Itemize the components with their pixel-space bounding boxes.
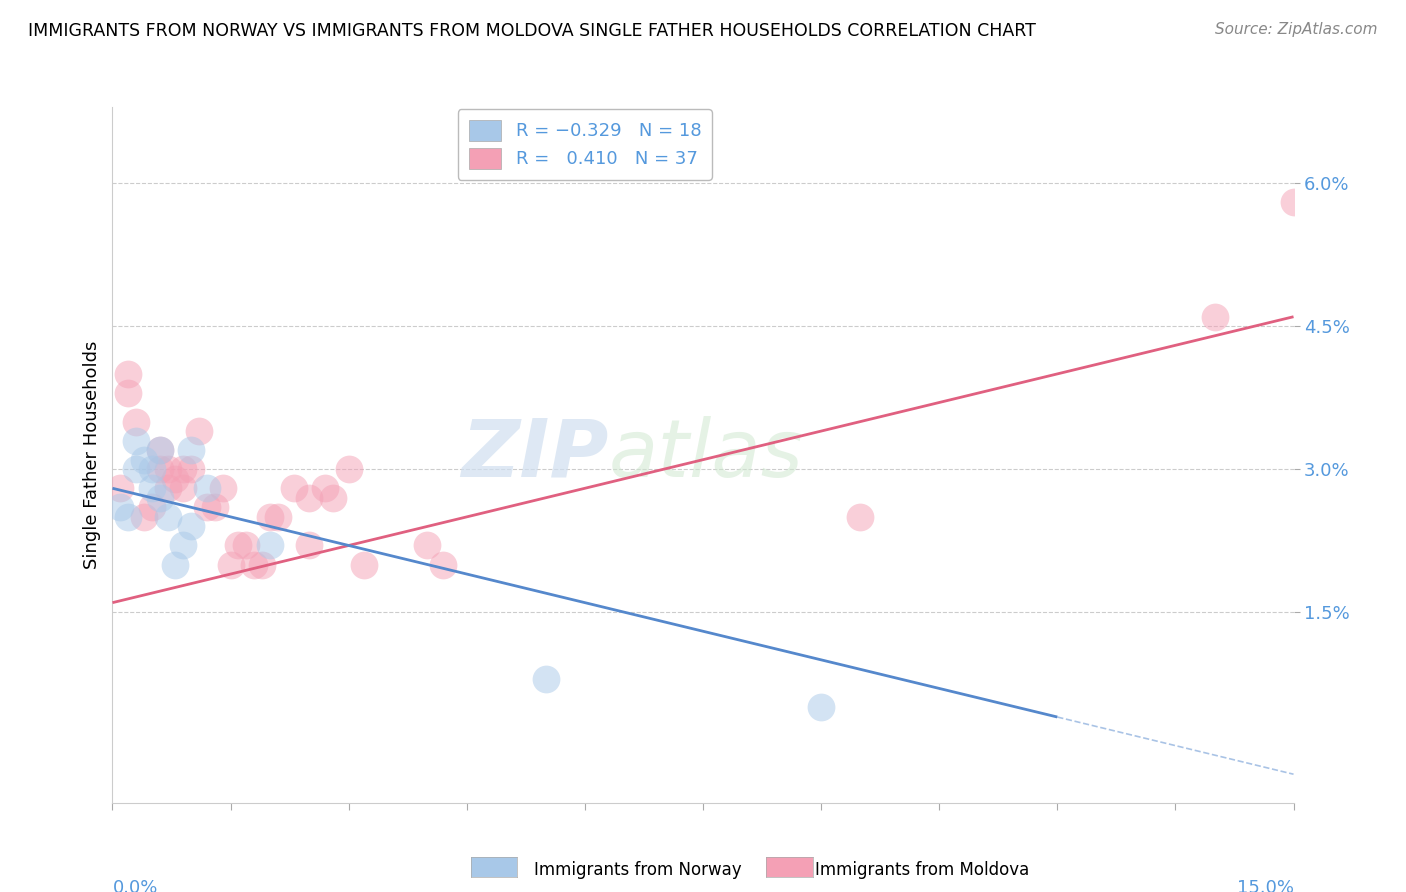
Point	[211, 481, 233, 495]
Text: IMMIGRANTS FROM NORWAY VS IMMIGRANTS FROM MOLDOVA SINGLE FATHER HOUSEHOLDS CORRE: IMMIGRANTS FROM NORWAY VS IMMIGRANTS FRO…	[28, 22, 1036, 40]
Point	[141, 500, 163, 515]
Point	[141, 481, 163, 495]
Y-axis label: Single Father Households: Single Father Households	[83, 341, 101, 569]
Text: ZIP: ZIP	[461, 416, 609, 494]
Point	[141, 462, 163, 476]
Point	[416, 539, 439, 553]
Point	[156, 509, 179, 524]
Point	[534, 672, 557, 686]
Legend: R = −0.329   N = 18, R =   0.410   N = 37: R = −0.329 N = 18, R = 0.410 N = 37	[458, 109, 711, 179]
Point	[156, 481, 179, 495]
Point	[165, 558, 187, 572]
Point	[117, 367, 139, 381]
Point	[117, 509, 139, 524]
Point	[149, 462, 172, 476]
Point	[149, 443, 172, 458]
Point	[188, 424, 211, 438]
Point	[125, 415, 148, 429]
Point	[110, 500, 132, 515]
Text: 15.0%: 15.0%	[1236, 879, 1294, 892]
Point	[125, 434, 148, 448]
Text: 0.0%: 0.0%	[112, 879, 157, 892]
Point	[149, 491, 172, 505]
Point	[219, 558, 242, 572]
Point	[353, 558, 375, 572]
Point	[195, 481, 218, 495]
Point	[810, 700, 832, 714]
Point	[1204, 310, 1226, 324]
Point	[125, 462, 148, 476]
Point	[165, 472, 187, 486]
Point	[172, 539, 194, 553]
Point	[149, 443, 172, 458]
Point	[132, 509, 155, 524]
Point	[235, 539, 257, 553]
Point	[322, 491, 344, 505]
Text: Source: ZipAtlas.com: Source: ZipAtlas.com	[1215, 22, 1378, 37]
Point	[337, 462, 360, 476]
Point	[110, 481, 132, 495]
Point	[259, 509, 281, 524]
Point	[1282, 195, 1305, 210]
Point	[283, 481, 305, 495]
Text: atlas: atlas	[609, 416, 803, 494]
Point	[267, 509, 290, 524]
Point	[432, 558, 454, 572]
Point	[298, 491, 321, 505]
Point	[849, 509, 872, 524]
Point	[195, 500, 218, 515]
Point	[180, 519, 202, 533]
Point	[172, 481, 194, 495]
Point	[180, 462, 202, 476]
Point	[156, 462, 179, 476]
Point	[250, 558, 273, 572]
Point	[132, 452, 155, 467]
Point	[117, 386, 139, 401]
Point	[243, 558, 266, 572]
Point	[172, 462, 194, 476]
Point	[298, 539, 321, 553]
Text: Immigrants from Norway: Immigrants from Norway	[534, 861, 742, 879]
Text: Immigrants from Moldova: Immigrants from Moldova	[815, 861, 1029, 879]
Point	[204, 500, 226, 515]
Point	[228, 539, 250, 553]
Point	[180, 443, 202, 458]
Point	[314, 481, 336, 495]
Point	[259, 539, 281, 553]
